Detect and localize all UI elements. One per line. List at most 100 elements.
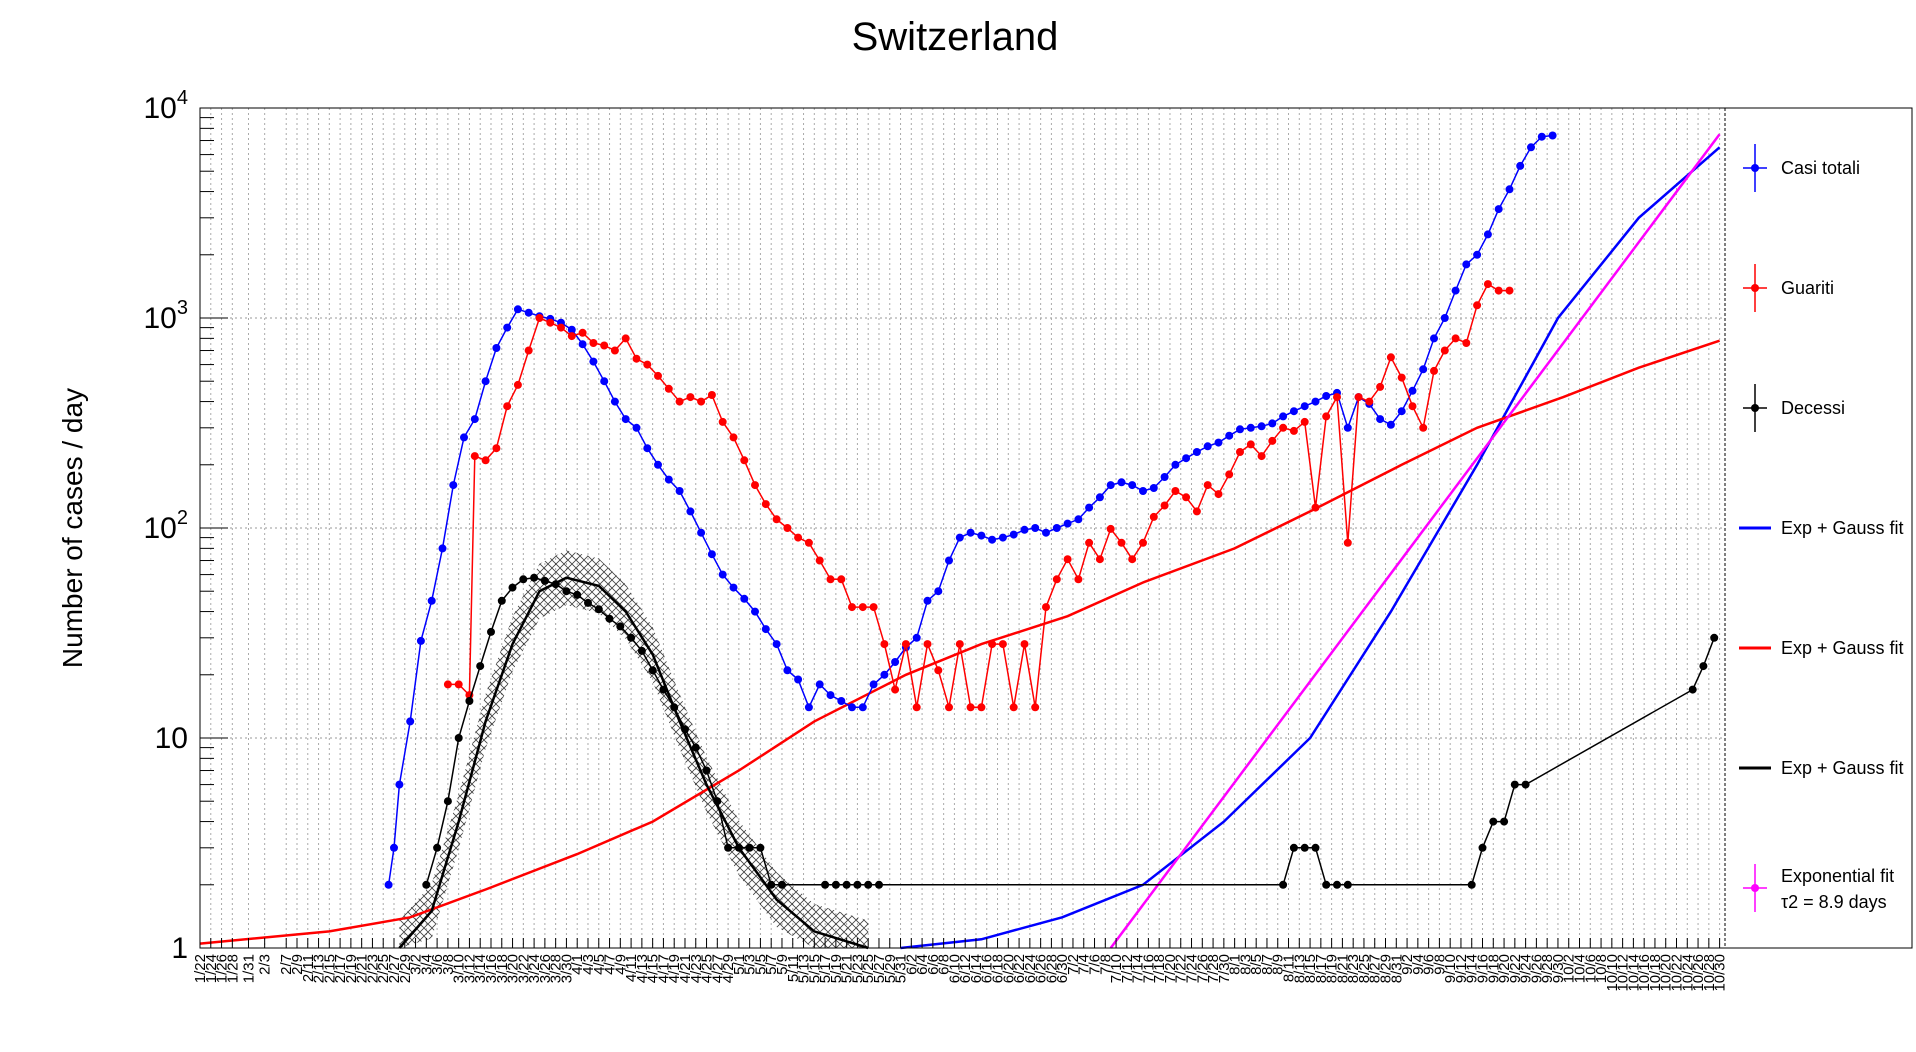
data-point [492, 444, 501, 453]
data-point [745, 843, 754, 852]
x-tick-label: 9/12 [1453, 954, 1470, 983]
x-tick-label: 5/23 [849, 954, 866, 983]
data-point [1300, 843, 1309, 852]
data-point [901, 640, 910, 649]
data-point [1203, 442, 1212, 451]
data-point [562, 587, 571, 596]
data-point [1214, 490, 1223, 499]
x-tick-label: 6/4 [914, 954, 931, 975]
data-point [390, 843, 398, 852]
data-point [1376, 415, 1385, 424]
data-point [508, 583, 517, 592]
data-point [1289, 407, 1298, 416]
x-tick-label: 5/7 [763, 954, 780, 975]
data-point [794, 533, 803, 542]
data-point [1548, 131, 1557, 140]
data-point [826, 575, 835, 584]
data-point [891, 658, 900, 666]
data-point [1031, 524, 1040, 532]
data-point [1419, 365, 1428, 374]
x-tick-label: 4/15 [645, 954, 662, 983]
x-tick-label: 7/28 [1205, 954, 1222, 983]
x-tick-label: 1/31 [240, 954, 257, 983]
x-tick-label: 8/11 [1281, 954, 1298, 982]
data-point [1516, 161, 1525, 170]
x-tick-label: 5/11 [785, 954, 802, 982]
x-tick-label: 3/20 [505, 954, 522, 983]
data-point [1483, 280, 1492, 289]
data-point [1376, 382, 1385, 391]
data-point [751, 607, 759, 616]
data-point [891, 685, 900, 694]
x-tick-label: 5/9 [774, 954, 791, 975]
data-point [1009, 530, 1018, 539]
legend-label: Guariti [1781, 278, 1834, 298]
data-point [503, 323, 512, 332]
data-point [1020, 525, 1029, 534]
data-point [470, 415, 479, 424]
data-point [1246, 440, 1255, 449]
data-point [724, 843, 733, 852]
data-point [966, 703, 975, 712]
data-point [1106, 524, 1115, 533]
data-point [1494, 205, 1503, 214]
y-axis-title: Number of cases / day [57, 388, 88, 668]
data-point [1149, 512, 1158, 521]
data-point [804, 703, 813, 712]
x-tick-label: 2/3 [257, 954, 274, 975]
data-point [1322, 880, 1331, 889]
fit-line-layer [199, 133, 1721, 950]
data-point [1139, 538, 1147, 547]
x-tick-label: 2/9 [289, 954, 306, 975]
x-tick-label: 1/22 [192, 954, 209, 983]
data-point [1085, 503, 1094, 512]
data-point [1246, 423, 1255, 432]
data-point [842, 880, 851, 889]
data-point [1106, 481, 1115, 490]
data-point [1128, 481, 1137, 490]
data-point [1688, 685, 1697, 694]
x-tick-label: 4/21 [677, 954, 694, 983]
data-point [1074, 575, 1083, 584]
data-point [546, 318, 555, 327]
data-point [1462, 260, 1471, 269]
data-point [454, 734, 463, 742]
x-tick-label: 3/4 [418, 954, 435, 975]
x-tick-label: 10/6 [1582, 954, 1599, 983]
x-tick-label: 9/16 [1475, 954, 1492, 983]
fit-line [1109, 133, 1721, 949]
x-tick-label: 2/23 [364, 954, 381, 983]
data-point [1440, 314, 1449, 322]
data-point [1182, 454, 1191, 463]
data-point [610, 397, 619, 406]
x-tick-label: 9/10 [1442, 954, 1459, 983]
data-point [1505, 286, 1514, 295]
data-point [988, 535, 997, 544]
data-point [1128, 555, 1137, 564]
x-tick-label: 8/5 [1248, 954, 1265, 975]
x-tick-label: 8/19 [1324, 954, 1341, 983]
data-point [476, 662, 485, 671]
data-point [675, 397, 684, 406]
data-point [1042, 603, 1050, 612]
x-tick-label: 2/21 [354, 954, 371, 983]
data-point [1397, 407, 1406, 416]
data-point [422, 880, 431, 889]
data-point [433, 843, 442, 852]
data-point [578, 328, 587, 337]
data-point [945, 556, 953, 565]
x-tick-label: 10/16 [1636, 954, 1653, 992]
data-point [643, 444, 652, 453]
x-tick-label: 9/30 [1550, 954, 1567, 983]
data-point [1279, 880, 1288, 889]
data-point [697, 397, 706, 406]
x-tick-label: 10/8 [1593, 954, 1610, 983]
data-point [1343, 538, 1352, 547]
data-point [837, 697, 846, 705]
x-tick-label: 3/16 [483, 954, 500, 983]
x-tick-label: 5/29 [882, 954, 899, 983]
data-point [1063, 555, 1072, 564]
